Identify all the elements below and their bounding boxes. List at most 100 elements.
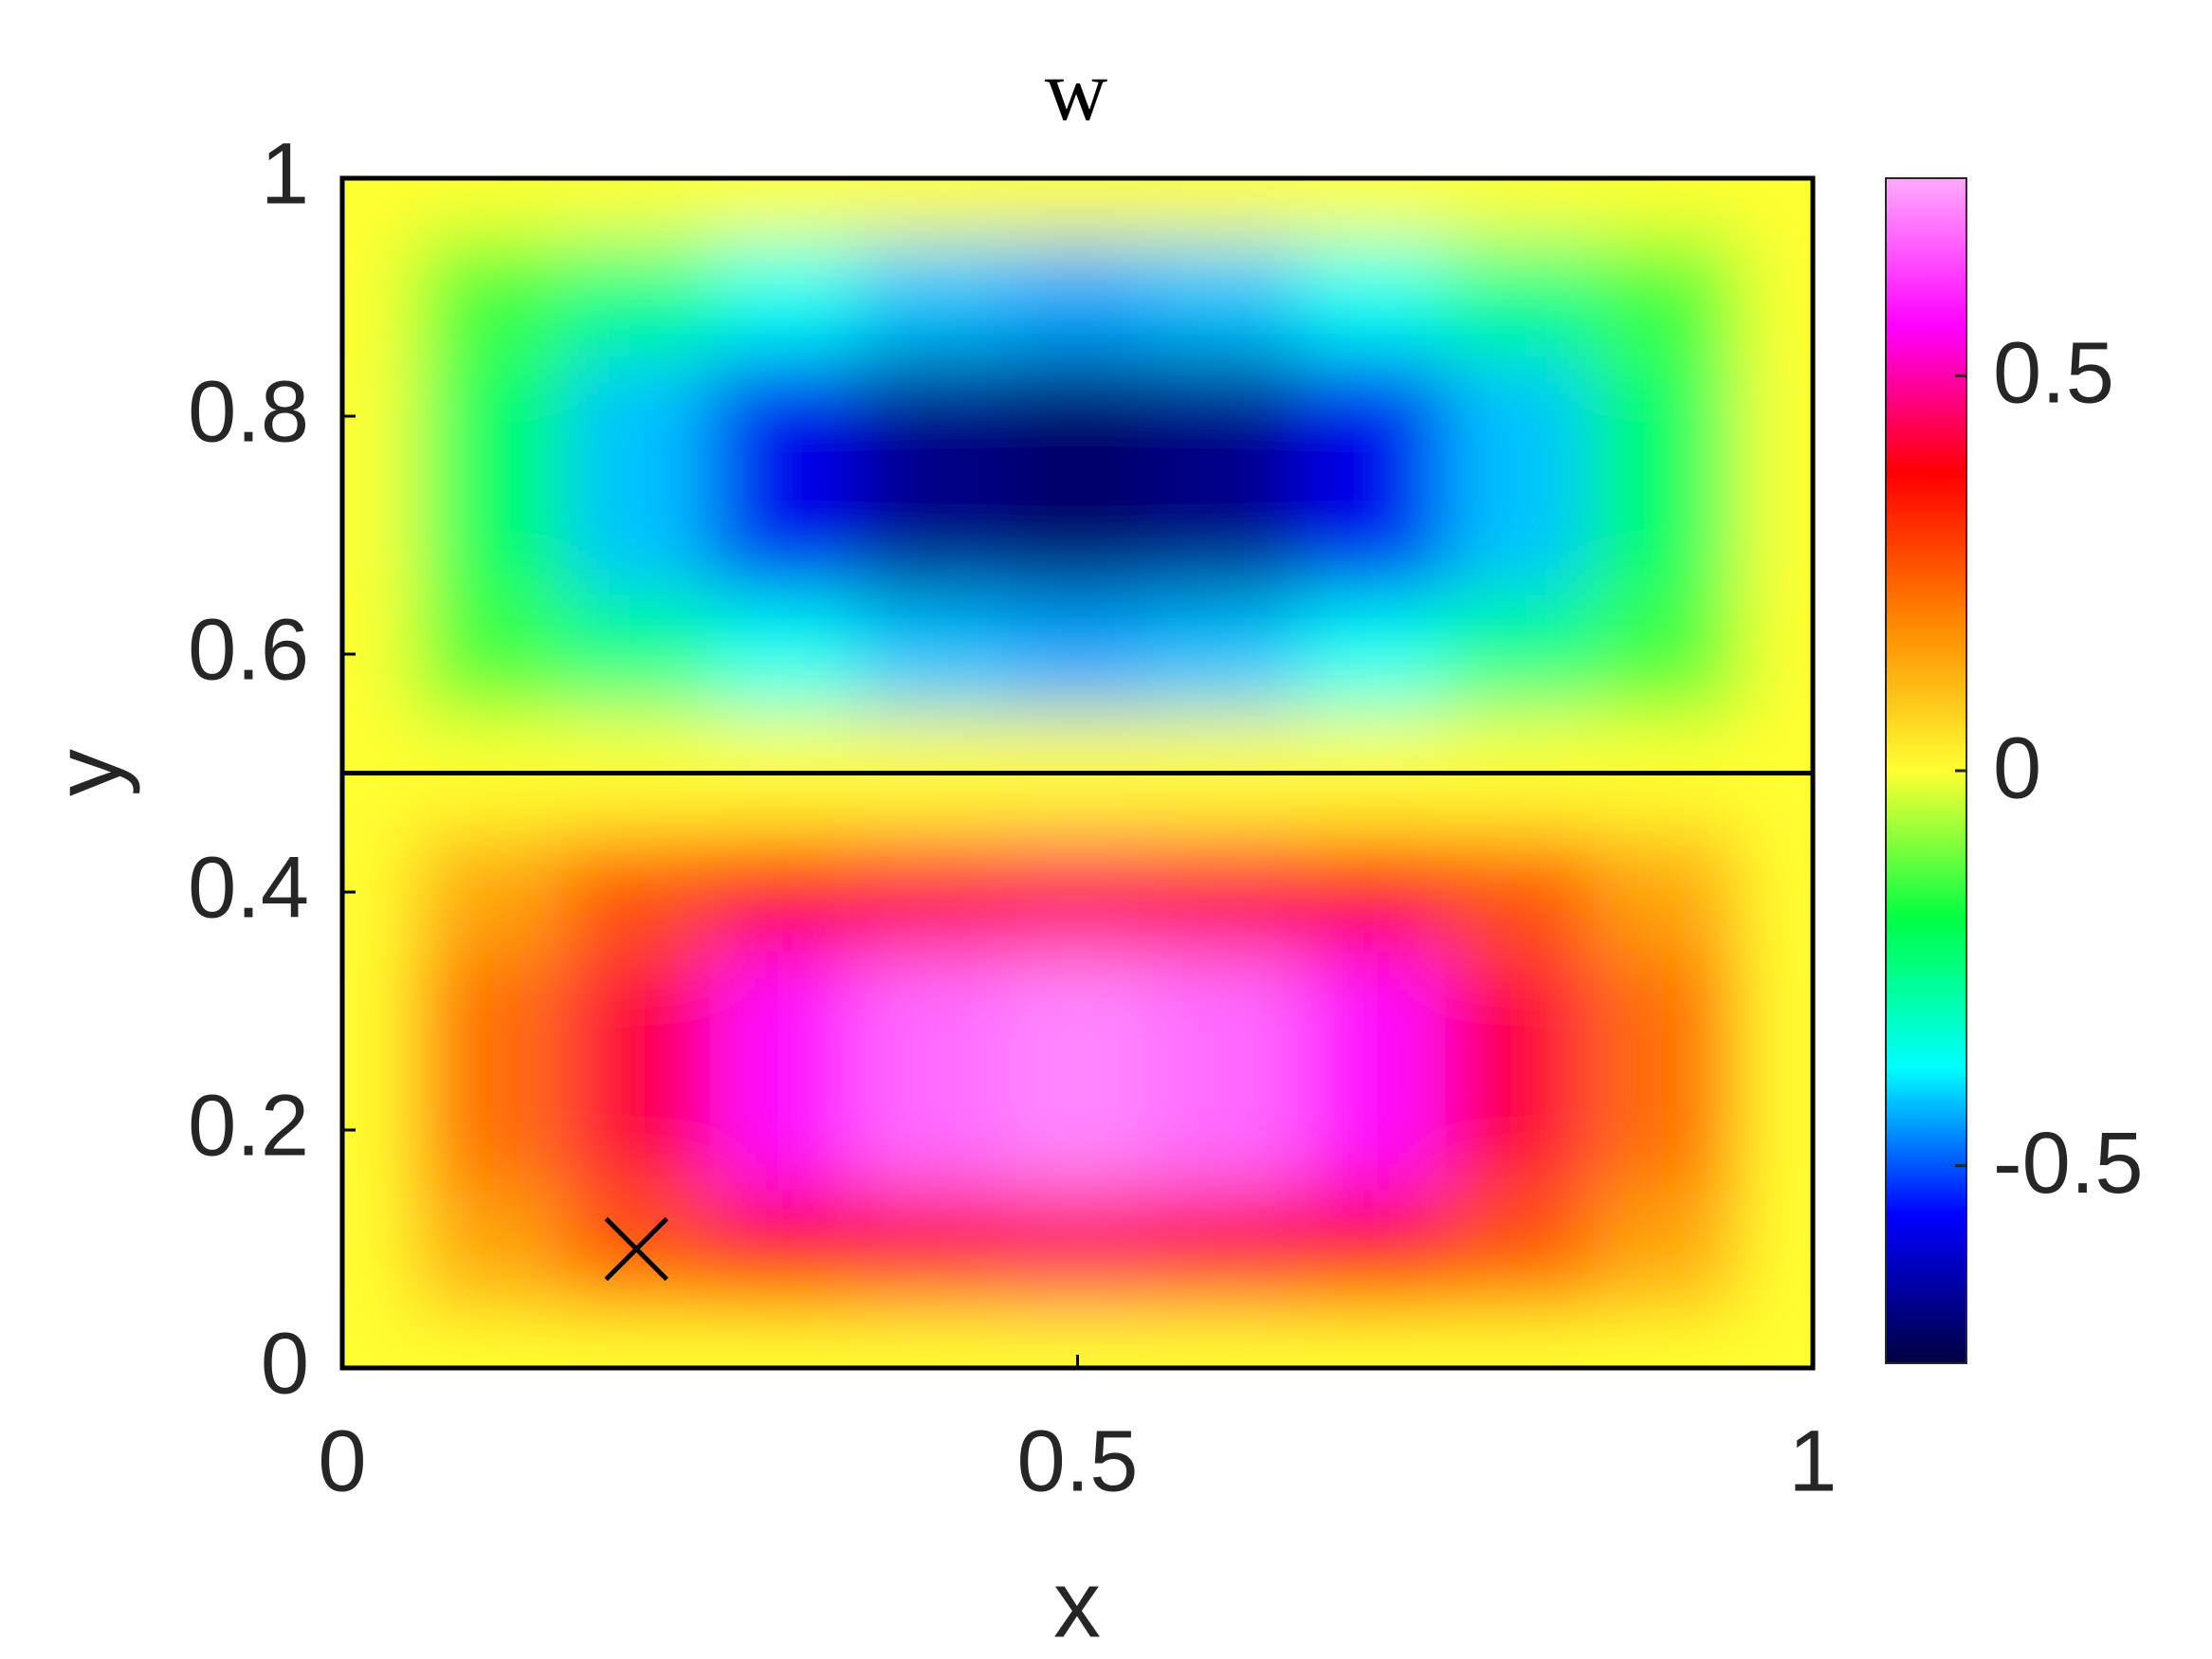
- heatmap-cell: [1151, 178, 1299, 239]
- heatmap-cell: [562, 475, 711, 595]
- y-tick-label: 0: [261, 1315, 309, 1412]
- heatmap-cell: [856, 356, 1005, 477]
- heatmap-cell: [562, 1308, 711, 1368]
- heatmap-cell: [1739, 237, 1813, 357]
- heatmap-cell: [1445, 475, 1593, 595]
- heatmap-cell: [1445, 356, 1593, 477]
- heatmap-cell: [856, 475, 1005, 595]
- heatmap-cell: [856, 1189, 1005, 1309]
- heatmap-cell: [1151, 1308, 1299, 1368]
- heatmap-cell: [415, 951, 564, 1071]
- colorbar-tick-label: 0: [1993, 720, 2041, 816]
- heatmap-cell: [709, 475, 858, 595]
- heatmap-cell: [1151, 951, 1299, 1071]
- marker: [604, 1216, 668, 1282]
- heatmap-cell: [1298, 951, 1446, 1071]
- heatmap-cell: [415, 356, 564, 477]
- heatmap-cell: [1592, 178, 1740, 239]
- heatmap-cell: [1298, 178, 1446, 239]
- colorbar-tick-label: 0.5: [1993, 325, 2114, 422]
- heatmap-cell: [415, 1070, 564, 1191]
- heatmap-cell: [1003, 178, 1152, 239]
- heatmap-cell: [1592, 832, 1740, 953]
- heatmap-cell: [856, 594, 1005, 715]
- heatmap-cell: [709, 1308, 858, 1368]
- heatmap-cell: [342, 951, 417, 1071]
- heatmap-cell: [1445, 178, 1593, 239]
- y-tick-label: 0.8: [188, 363, 309, 460]
- heatmap-cell: [1151, 832, 1299, 953]
- heatmap-cell: [1298, 1189, 1446, 1309]
- y-tick-label: 0.6: [188, 601, 309, 698]
- heatmap-cell: [1739, 832, 1813, 953]
- colorbar-tick-label: -0.5: [1993, 1115, 2144, 1212]
- heatmap-cell: [856, 1308, 1005, 1368]
- heatmap-cell: [1739, 356, 1813, 477]
- heatmap-cell: [1445, 237, 1593, 357]
- heatmap-cell: [1298, 237, 1446, 357]
- x-tick-label: 1: [1788, 1413, 1837, 1509]
- heatmap-cell: [1151, 237, 1299, 357]
- heatmap-cell: [1592, 594, 1740, 715]
- heatmap-cell: [1003, 832, 1152, 953]
- heatmap-cell: [562, 356, 711, 477]
- heatmap-cell: [415, 178, 564, 239]
- heatmap-cell: [1445, 1070, 1593, 1191]
- heatmap-cell: [1739, 951, 1813, 1071]
- heatmap-cell: [1739, 178, 1813, 239]
- y-tick-label: 0.2: [188, 1077, 309, 1174]
- y-axis-label: y: [34, 749, 140, 796]
- heatmap-cell: [709, 356, 858, 477]
- heatmap-cell: [1151, 356, 1299, 477]
- heatmap-cell: [856, 951, 1005, 1071]
- heatmap-cell: [342, 178, 417, 239]
- heatmap-cell: [562, 594, 711, 715]
- heatmap-cell: [1445, 832, 1593, 953]
- heatmap-cell: [1298, 832, 1446, 953]
- heatmap-cell: [415, 594, 564, 715]
- heatmap-cell: [709, 594, 858, 715]
- heatmap-cell: [1003, 475, 1152, 595]
- x-axis-label: x: [1053, 1551, 1101, 1657]
- y-tick-label: 0.4: [188, 839, 309, 936]
- heatmap-cell: [1445, 951, 1593, 1071]
- heatmap-cell: [415, 1189, 564, 1309]
- heatmap-cell: [562, 1070, 711, 1191]
- heatmap-cell: [1592, 237, 1740, 357]
- heatmap-cell: [1003, 951, 1152, 1071]
- heatmap: [342, 178, 1813, 1368]
- heatmap-cell: [1151, 1189, 1299, 1309]
- heatmap-cell: [415, 832, 564, 953]
- heatmap-cell: [1151, 1070, 1299, 1191]
- heatmap-cell: [1003, 1189, 1152, 1309]
- heatmap-cell: [415, 237, 564, 357]
- heatmap-cell: [1298, 475, 1446, 595]
- heatmap-cell: [709, 178, 858, 239]
- heatmap-cell: [1592, 356, 1740, 477]
- heatmap-cell: [342, 1308, 417, 1368]
- heatmap-cell: [856, 237, 1005, 357]
- heatmap-cell: [856, 178, 1005, 239]
- heatmap-cell: [1739, 1070, 1813, 1191]
- heatmap-cell: [1003, 594, 1152, 715]
- heatmap-cell: [1592, 951, 1740, 1071]
- heatmap-cell: [1592, 1308, 1740, 1368]
- heatmap-cell: [342, 1189, 417, 1309]
- heatmap-cell: [1151, 475, 1299, 595]
- heatmap-cell: [856, 1070, 1005, 1191]
- heatmap-cell: [415, 1308, 564, 1368]
- heatmap-cell: [1298, 594, 1446, 715]
- heatmap-cell: [1739, 1189, 1813, 1309]
- heatmap-cell: [1298, 1070, 1446, 1191]
- heatmap-cell: [1003, 1070, 1152, 1191]
- heatmap-cell: [709, 1189, 858, 1309]
- heatmap-cell: [709, 832, 858, 953]
- x-tick-label: 0.5: [1017, 1413, 1139, 1509]
- x-tick-label: 0: [318, 1413, 366, 1509]
- heatmap-cell: [1739, 475, 1813, 595]
- heatmap-cell: [1445, 1189, 1593, 1309]
- chart-title: w: [1045, 42, 1108, 138]
- heatmap-cell: [1003, 237, 1152, 357]
- heatmap-cell: [562, 951, 711, 1071]
